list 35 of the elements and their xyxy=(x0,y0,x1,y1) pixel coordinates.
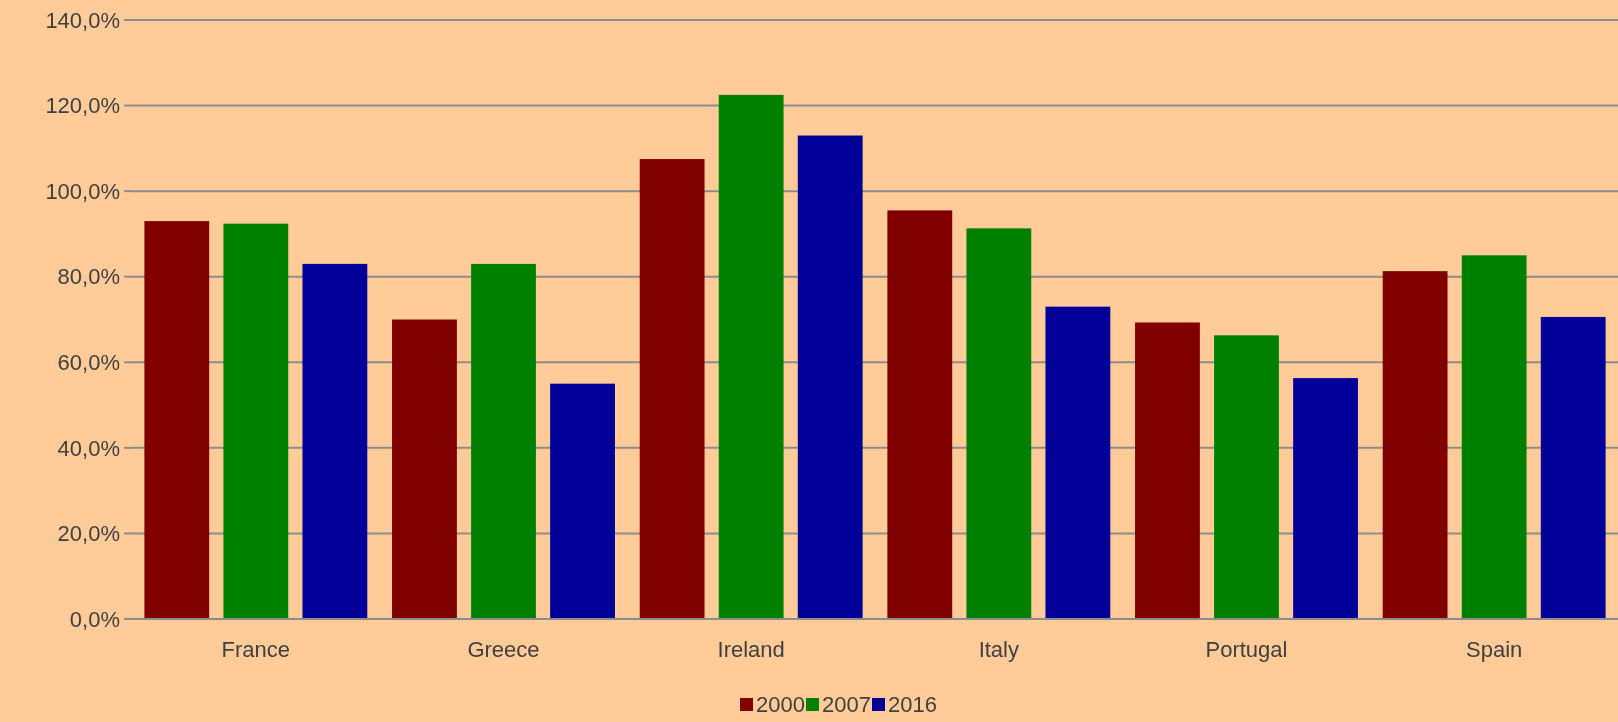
y-tick-label: 40,0% xyxy=(57,435,120,461)
y-tick-label: 120,0% xyxy=(45,93,120,119)
x-tick-label: Spain xyxy=(1466,637,1523,662)
bar xyxy=(223,223,289,619)
bar xyxy=(1461,255,1527,619)
x-tick-label: Italy xyxy=(978,637,1020,662)
x-tick-label: Greece xyxy=(467,637,540,662)
bar xyxy=(392,319,457,619)
bar xyxy=(144,221,210,619)
bar xyxy=(1214,335,1279,619)
bar xyxy=(797,135,863,619)
y-tick-label: 100,0% xyxy=(45,178,120,204)
bar xyxy=(550,383,615,619)
bar xyxy=(639,159,705,619)
bar xyxy=(966,228,1032,619)
bar xyxy=(887,210,953,619)
y-tick-label: 0,0% xyxy=(69,606,120,632)
x-tick-label: Ireland xyxy=(717,637,785,662)
y-tick-label: 20,0% xyxy=(57,521,120,547)
bar xyxy=(1293,378,1358,619)
x-tick-label: France xyxy=(221,637,291,662)
bar xyxy=(1540,316,1606,619)
y-tick-label: 60,0% xyxy=(57,349,120,375)
y-tick-label: 140,0% xyxy=(45,7,120,33)
y-tick-label: 80,0% xyxy=(57,264,120,290)
bar xyxy=(471,263,536,619)
legend-label: 2016 xyxy=(888,692,937,717)
bar xyxy=(718,94,784,619)
bar xyxy=(302,263,368,619)
legend-label: 2007 xyxy=(822,692,871,717)
bar xyxy=(1382,271,1448,619)
x-tick-label: Portugal xyxy=(1205,637,1288,662)
bar xyxy=(1135,322,1200,619)
bar xyxy=(1045,306,1111,619)
legend-label: 2000 xyxy=(756,692,805,717)
